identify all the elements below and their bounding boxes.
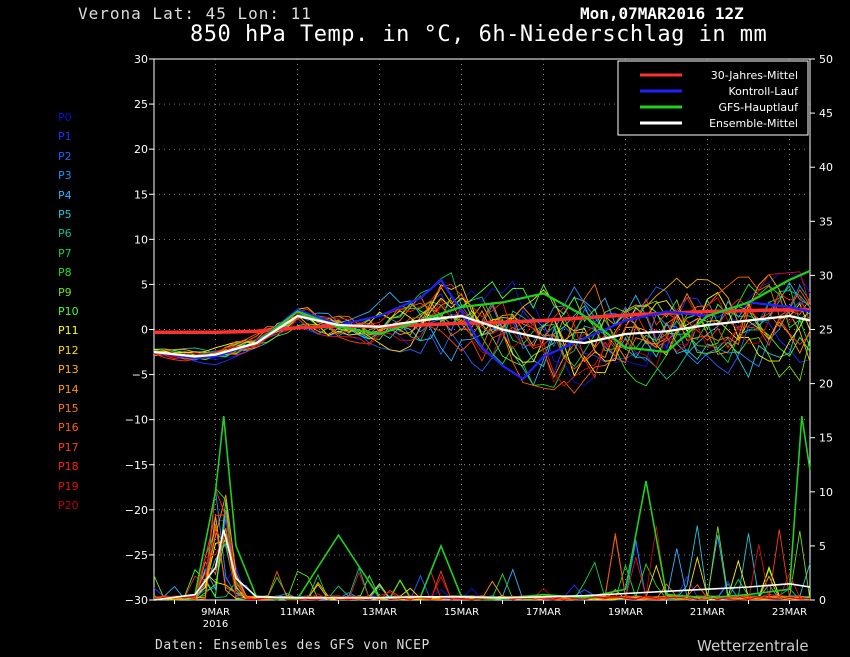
legend: 30-Jahres-Mittel Kontroll-Lauf GFS-Hauptla… (617, 60, 809, 136)
y-left-tick-label: 15 (134, 188, 148, 201)
member-precip-line (153, 525, 811, 601)
member-label: P16 (58, 421, 79, 435)
member-precip-line (153, 494, 811, 601)
member-temp-line (153, 271, 811, 387)
y-left-tick-label: −20 (125, 504, 148, 517)
y-right-tick-label: 45 (819, 107, 833, 120)
member-label: P17 (58, 440, 79, 454)
member-label: P0 (58, 111, 72, 124)
y-left-tick-label: −15 (125, 459, 148, 472)
y-right-tick-label: 10 (819, 486, 833, 499)
x-tick-label: 9MAR (201, 607, 230, 618)
y-right-ticks: 0 5 10 15 20 25 30 35 40 45 50 (810, 53, 833, 607)
y-left-tick-label: 30 (134, 53, 148, 66)
x-tick-label: 23MAR (772, 607, 807, 618)
y-left-tick-label: 20 (134, 143, 148, 156)
grid (154, 59, 810, 600)
data-credit: Daten: Ensembles des GFS von NCEP (155, 638, 430, 653)
member-label: P11 (58, 324, 79, 338)
y-left-tick-label: 5 (141, 278, 148, 291)
y-right-tick-label: 25 (819, 324, 833, 337)
plot-frame (153, 58, 811, 601)
y-left-tick-label: 25 (134, 98, 148, 111)
legend-label: 30-Jahres-Mittel (711, 69, 798, 82)
legend-label: Ensemble-Mittel (709, 117, 798, 130)
member-precip-line (154, 489, 811, 601)
x-tick-label: 19MAR (608, 607, 643, 618)
member-temp-line (153, 297, 811, 384)
y-left-tick-label: 10 (134, 233, 148, 246)
y-right-tick-label: 5 (819, 540, 826, 553)
x-tick-label: 11MAR (280, 607, 315, 618)
y-right-tick-label: 50 (819, 53, 833, 66)
member-label: P19 (58, 479, 79, 493)
y-right-tick-label: 15 (819, 432, 833, 445)
legend-label: Kontroll-Lauf (729, 85, 800, 98)
temp-series-line (153, 314, 811, 358)
precip-series-line (153, 529, 811, 601)
member-label: P2 (58, 149, 72, 163)
member-precip-line (153, 532, 811, 601)
member-label: P12 (58, 343, 79, 357)
run-date: Mon,07MAR2016 12Z (580, 4, 744, 23)
member-precip-line (153, 487, 811, 601)
y-left-tick-label: −5 (132, 369, 148, 382)
x-tick-label: 15MAR (444, 607, 479, 618)
legend-label: GFS-Hauptlauf (718, 101, 799, 114)
location-label: Verona Lat: 45 Lon: 11 (78, 4, 312, 23)
y-left-tick-label: 0 (141, 324, 148, 337)
x-tick-label: 17MAR (526, 607, 561, 618)
y-left-tick-label: −10 (125, 414, 148, 427)
chart-title: 850 hPa Temp. in °C, 6h-Niederschlag in … (190, 22, 768, 47)
y-right-tick-label: 0 (819, 594, 826, 607)
y-right-tick-label: 35 (819, 215, 833, 228)
member-label: P9 (58, 285, 72, 299)
brand-label: Wetterzentrale (697, 637, 809, 655)
y-left-ticks: −30 −25 −20 −15 −10 −5 0 5 10 15 20 25 30 (125, 53, 154, 607)
x-tick-label: 21MAR (690, 607, 725, 618)
member-label: P4 (58, 188, 72, 202)
x-tick-label: 13MAR (362, 607, 397, 618)
member-precip-line (153, 488, 811, 601)
member-label: P3 (58, 169, 72, 183)
member-label: P18 (58, 460, 79, 474)
member-label: P7 (58, 246, 72, 260)
y-right-tick-label: 20 (819, 378, 833, 391)
y-right-tick-label: 30 (819, 269, 833, 282)
member-label: P8 (58, 266, 72, 280)
y-left-tick-label: −30 (125, 594, 148, 607)
y-left-tick-label: −25 (125, 549, 148, 562)
member-label: P20 (58, 499, 79, 512)
member-label: P5 (58, 208, 72, 221)
x-year-label: 2016 (203, 619, 228, 630)
member-label: P1 (58, 130, 72, 144)
main-series-lines (153, 269, 811, 601)
member-label: P6 (58, 227, 72, 241)
member-label: P13 (58, 363, 79, 377)
member-temp-line (153, 272, 811, 387)
temp-series-line (153, 278, 811, 381)
member-label: P15 (58, 402, 79, 415)
member-label: P10 (58, 305, 79, 318)
y-right-tick-label: 40 (819, 161, 833, 174)
member-label: P14 (58, 382, 79, 396)
